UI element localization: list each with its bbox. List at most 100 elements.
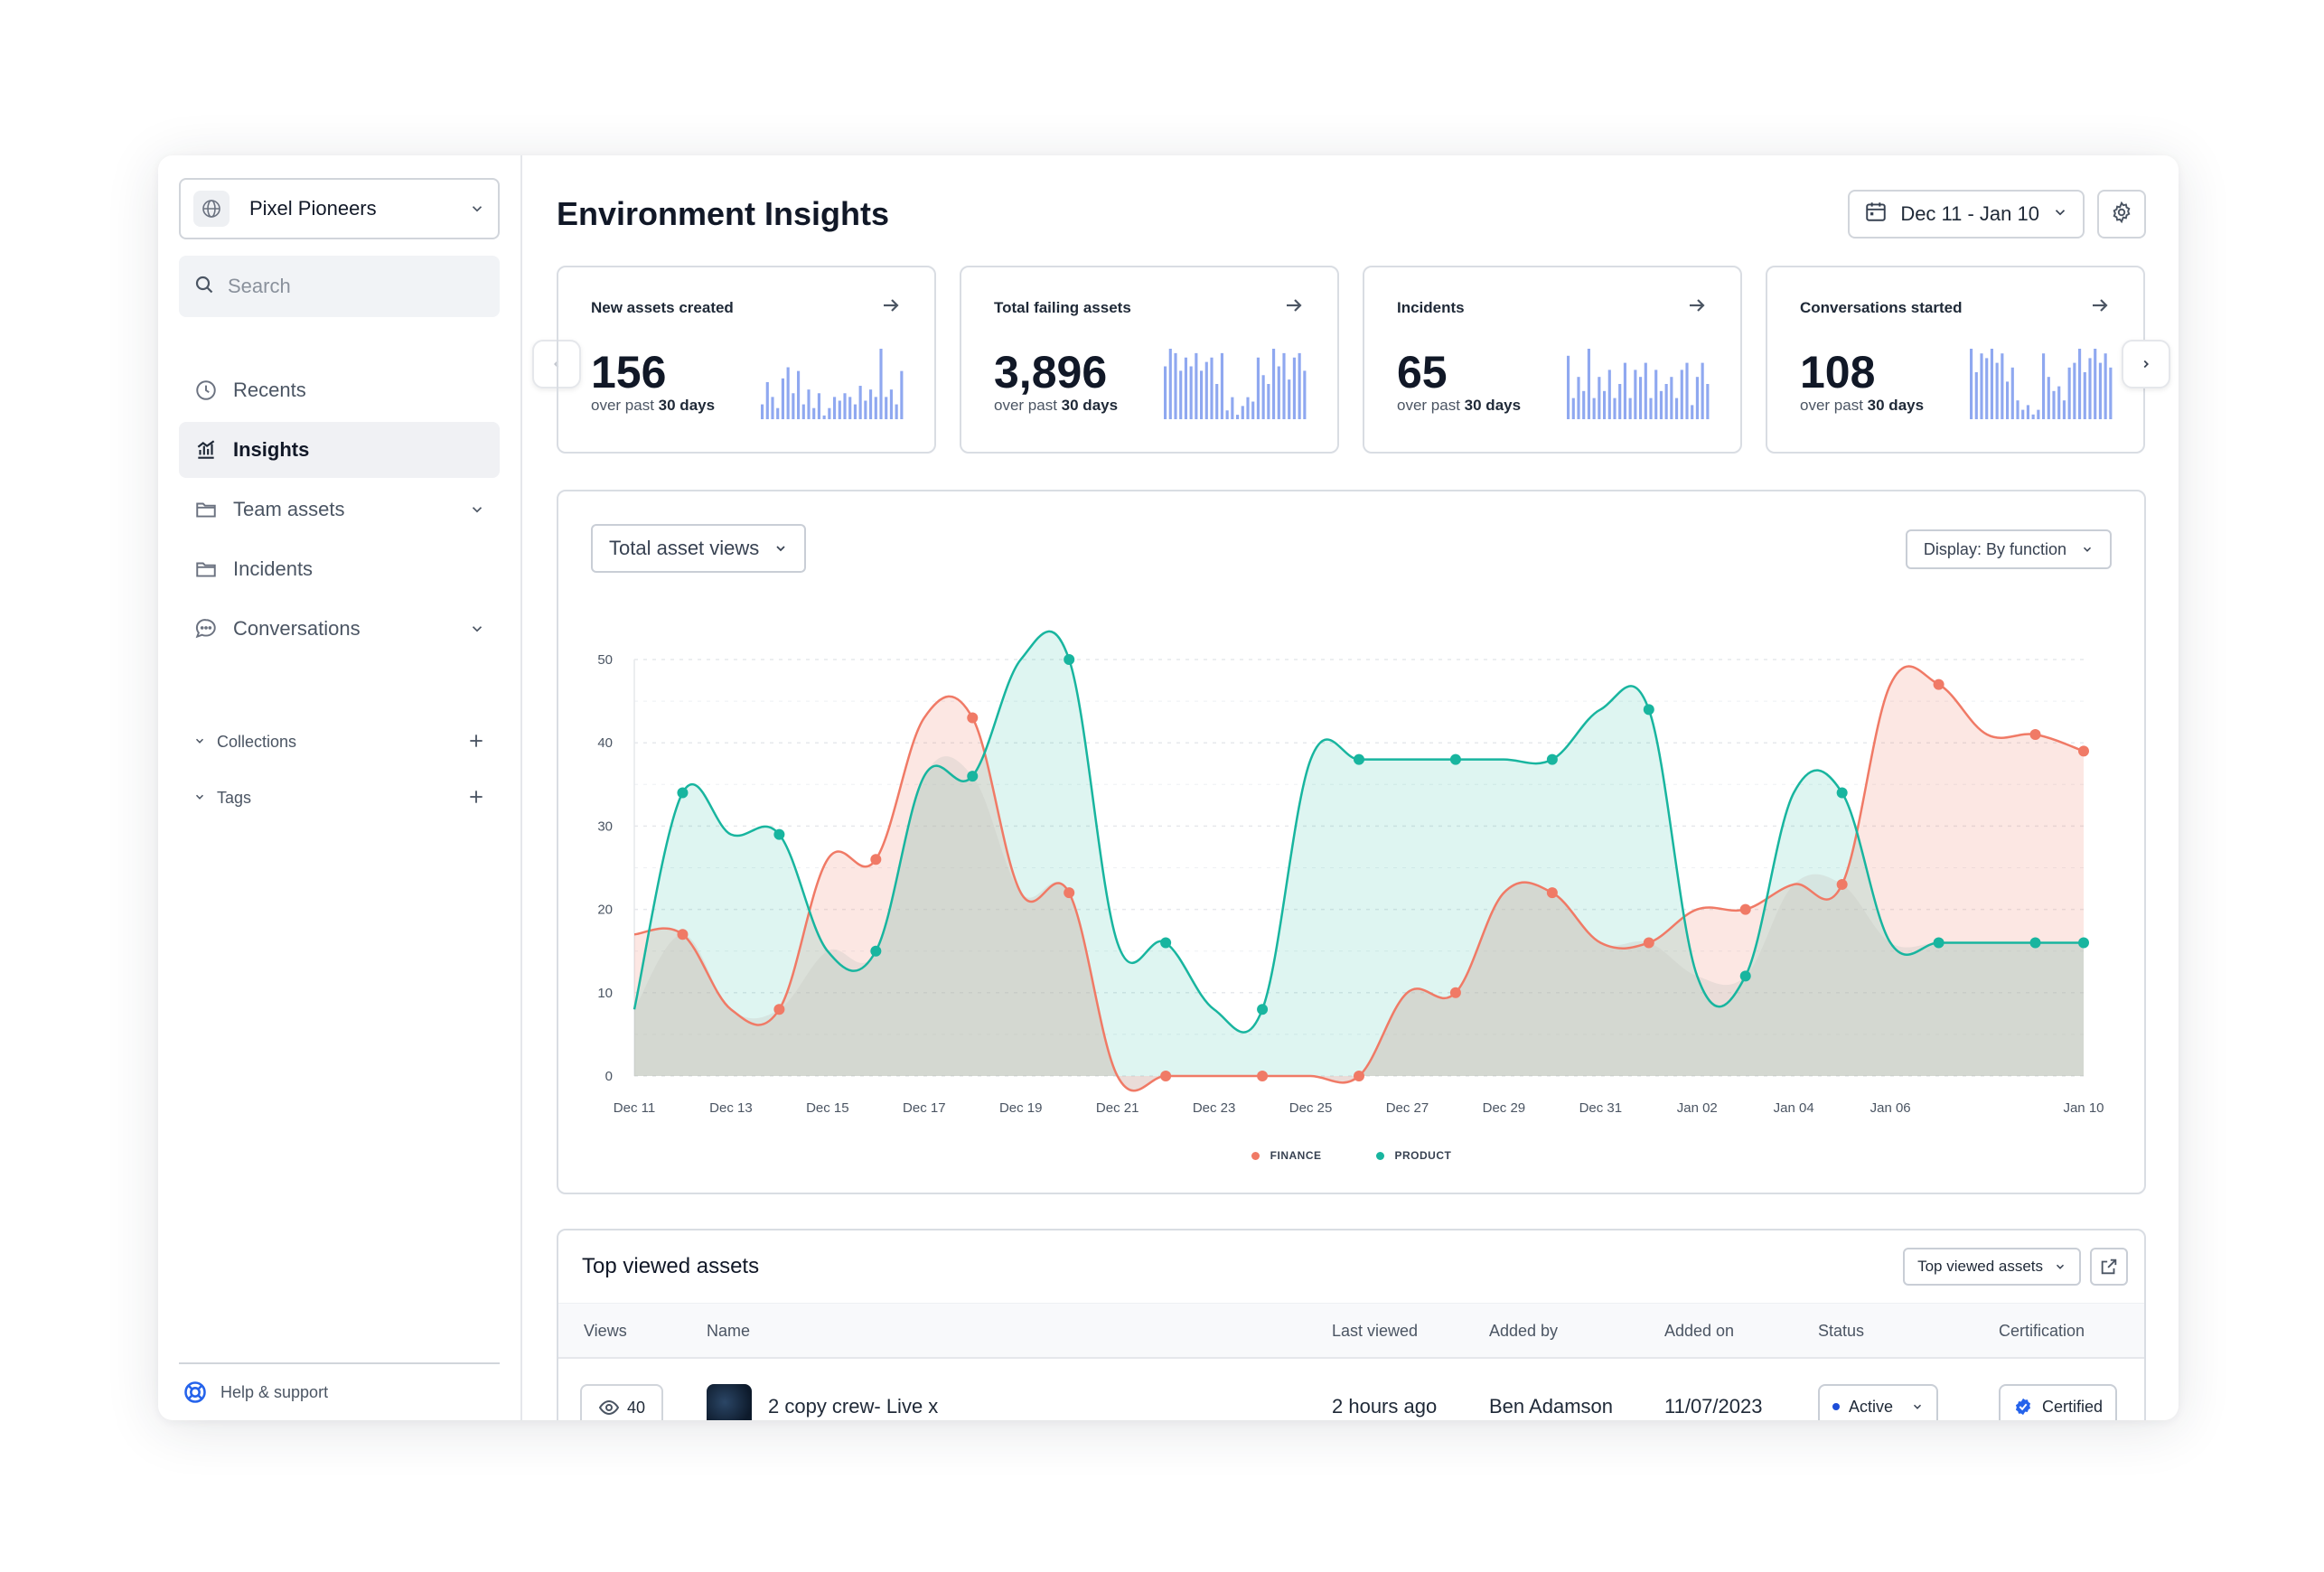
section-collections[interactable]: Collections [179,724,500,760]
data-point-finance[interactable] [1064,887,1075,899]
column-header[interactable]: Status [1818,1322,1865,1340]
legend-item-finance[interactable]: FINANCE [1251,1149,1322,1162]
data-point-product[interactable] [773,828,785,840]
asset-thumbnail [707,1384,752,1420]
workspace-switcher[interactable]: Pixel Pioneers [179,178,500,239]
sparkline-bar [1691,405,1694,419]
date-range-picker[interactable]: Dec 11 - Jan 10 [1848,190,2085,239]
data-point-product[interactable] [2078,937,2089,949]
data-point-product[interactable] [1546,753,1558,765]
data-point-finance[interactable] [1933,678,1944,690]
add-tag-button[interactable] [467,785,485,810]
kpi-card-conversations[interactable]: Conversations started 108 over past 30 d… [1766,266,2145,454]
carousel-next-button[interactable] [2122,340,2170,388]
chevron-down-icon [2056,1264,2065,1269]
data-point-product[interactable] [1354,753,1364,765]
column-header[interactable]: Name [707,1322,751,1340]
column-header[interactable]: Views [584,1322,627,1340]
metric-dropdown[interactable]: Total asset views [591,524,807,573]
sparkline-bar [822,415,826,419]
data-point-product[interactable] [1836,787,1848,799]
kpi-value: 65 [1397,347,1448,398]
sparkline-bar [1592,398,1596,419]
kpi-sub-prefix: over past [591,397,654,414]
data-point-finance[interactable] [1643,937,1654,949]
data-point-product[interactable] [870,945,882,957]
arrow-right-icon[interactable] [1686,295,1708,321]
data-point-finance[interactable] [1354,1071,1364,1081]
data-point-finance[interactable] [1160,1071,1172,1081]
data-point-finance[interactable] [870,854,882,866]
sparkline-bar [1267,384,1270,419]
data-point-finance[interactable] [1257,1071,1269,1081]
data-point-product[interactable] [1739,970,1751,982]
asset-name[interactable]: 2 copy crew- Live x [768,1395,939,1418]
data-point-product[interactable] [1064,654,1075,665]
chart-icon [193,437,219,463]
nav-item-conversations[interactable]: Conversations [179,601,500,657]
nav-label: Incidents [233,557,314,580]
data-point-finance[interactable] [967,712,979,724]
data-point-finance[interactable] [677,929,689,940]
display-dropdown[interactable]: Display: By function [1905,529,2112,569]
data-point-product[interactable] [1160,937,1172,949]
open-external-button[interactable] [2090,1248,2128,1286]
column-header[interactable]: Certification [1999,1322,2085,1340]
column-header[interactable]: Added on [1664,1322,1735,1340]
arrow-right-icon[interactable] [880,295,902,321]
column-header[interactable]: Last viewed [1332,1322,1419,1340]
table-view-dropdown[interactable]: Top viewed assets [1903,1248,2081,1286]
section-tags[interactable]: Tags [179,780,500,816]
table-row[interactable]: 40 2 copy crew- Live x 2 hours ago Ben A… [558,1359,2144,1420]
legend-dot [1251,1151,1260,1160]
data-point-product[interactable] [1257,1004,1269,1015]
status-dropdown[interactable]: Active [1818,1384,1939,1420]
nav-item-incidents[interactable]: Incidents [179,541,500,597]
folder-icon [193,557,219,582]
sparkline-bar [1644,362,1647,419]
header-actions: Dec 11 - Jan 10 [1848,190,2146,239]
help-support-link[interactable]: Help & support [179,1362,500,1420]
sparkline-bar [786,367,790,419]
x-tick-label: Jan 10 [2063,1100,2104,1116]
nav-item-insights[interactable]: Insights [179,422,500,478]
data-point-finance[interactable] [1449,987,1461,998]
data-point-product[interactable] [677,787,689,799]
kpi-title: Total failing assets [994,298,1131,316]
kpi-card-new-assets[interactable]: New assets created 156 over past 30 days [557,266,936,454]
table-column-headers: Views Name Last viewed Added by Added on… [558,1303,2144,1359]
data-point-finance[interactable] [2029,728,2041,740]
sparkline-bar [1282,352,1286,419]
data-point-product[interactable] [1643,704,1654,716]
data-point-product[interactable] [967,771,979,782]
top-assets-table: Top viewed assets Top viewed assets View… [557,1229,2146,1420]
kpi-card-failing-assets[interactable]: Total failing assets 3,896 over past 30 … [960,266,1339,454]
data-point-product[interactable] [2029,937,2041,949]
added-on: 11/07/2023 [1664,1395,1763,1418]
nav-item-team-assets[interactable]: Team assets [179,482,500,538]
data-point-finance[interactable] [1836,878,1848,890]
table-title: Top viewed assets [582,1254,760,1278]
add-collection-button[interactable] [467,729,485,754]
certification-badge[interactable]: Certified [1999,1384,2118,1420]
arrow-right-icon[interactable] [1283,295,1305,321]
settings-button[interactable] [2097,190,2146,239]
chevron-down-icon[interactable] [469,621,485,637]
data-point-product[interactable] [1933,937,1944,949]
sparkline-bar [1256,357,1260,419]
column-header[interactable]: Added by [1489,1322,1559,1340]
nav-item-recents[interactable]: Recents [179,362,500,418]
data-point-finance[interactable] [773,1004,785,1015]
kpi-card-incidents[interactable]: Incidents 65 over past 30 days [1363,266,1742,454]
legend-item-product[interactable]: PRODUCT [1375,1149,1452,1162]
sparkline-bar [1634,370,1637,419]
sparkline-bar [1168,349,1172,419]
data-point-finance[interactable] [1546,887,1558,899]
data-point-finance[interactable] [1739,903,1751,915]
arrow-right-icon[interactable] [2089,295,2111,321]
chevron-down-icon[interactable] [469,501,485,518]
sparkline-bar [858,386,862,419]
search-input[interactable] [228,275,463,298]
data-point-finance[interactable] [2078,745,2089,757]
data-point-product[interactable] [1449,753,1461,765]
